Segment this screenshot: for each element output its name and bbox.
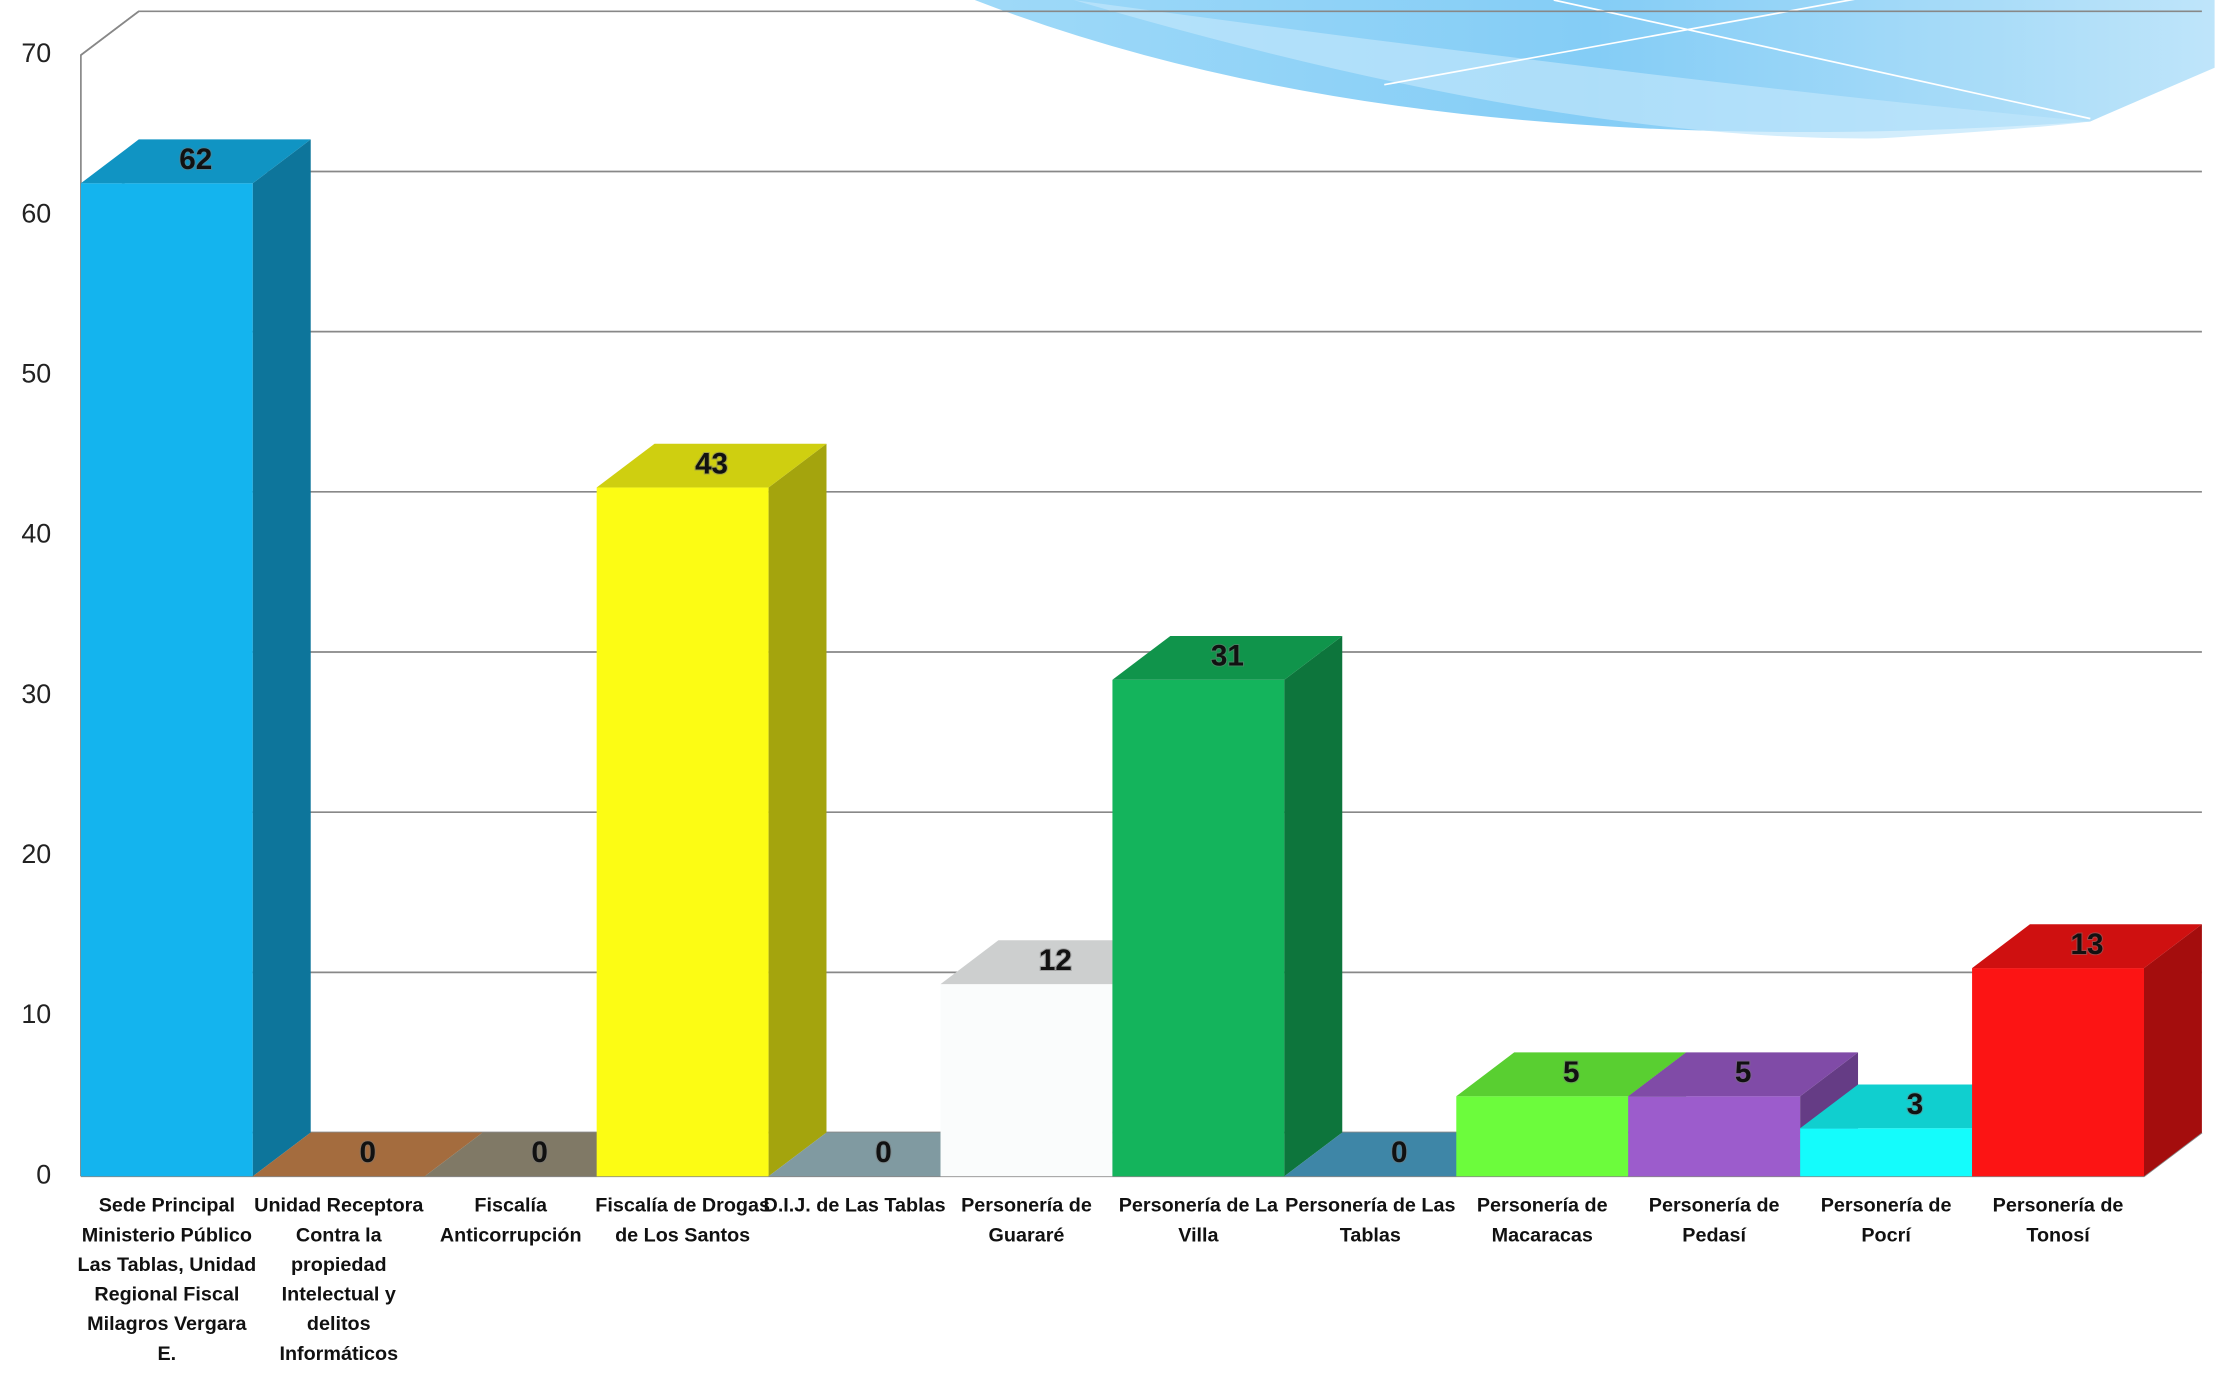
data-label: 0	[359, 1136, 376, 1169]
bar-side	[252, 139, 311, 1177]
data-label: 0	[875, 1136, 892, 1169]
grid-line	[80, 330, 2202, 377]
x-tick-label: Personería de Tonosí	[1992, 1193, 2124, 1246]
bar-side	[768, 443, 827, 1177]
x-tick-label-box: Unidad Receptora Contra la propiedad Int…	[254, 1193, 424, 1365]
bar-front	[1628, 1096, 1801, 1177]
x-tick-label-box: Fiscalía Anticorrupción	[439, 1193, 582, 1246]
x-tick-label-box: Personería de Las Tablas	[1285, 1193, 1456, 1246]
bar	[596, 443, 827, 1177]
x-tick-label-box: Personería de La Villa	[1118, 1193, 1279, 1246]
bar-front	[80, 183, 253, 1177]
x-tick-label: Personería de Las Tablas	[1285, 1193, 1456, 1246]
bar-side	[2143, 924, 2202, 1177]
bar	[1628, 1052, 1859, 1177]
bar-front	[1972, 968, 2144, 1177]
bar-front	[1456, 1096, 1629, 1177]
bar-top	[80, 139, 311, 184]
bar-front	[1800, 1128, 1973, 1177]
data-label: 31	[1211, 640, 1244, 673]
y-tick-label: 30	[21, 679, 51, 709]
bar-front	[940, 984, 1113, 1177]
data-label: 62	[179, 143, 212, 176]
bar-top	[1456, 1052, 1687, 1097]
bar-top	[1112, 635, 1343, 680]
bar-side	[1284, 635, 1343, 1177]
data-label: 13	[2070, 928, 2103, 961]
bar-top	[252, 1132, 483, 1177]
x-tick-label-box: Personería de Tonosí	[1992, 1193, 2124, 1246]
y-tick-label: 60	[21, 198, 51, 228]
x-tick-label: Fiscalía Anticorrupción	[439, 1193, 582, 1246]
x-tick-label-box: Fiscalía de Drogas de Los Santos	[595, 1193, 770, 1246]
bar	[1112, 635, 1343, 1177]
x-tick-label-box: Personería de Pocrí	[1820, 1193, 1952, 1246]
bar-front	[596, 487, 769, 1177]
x-tick-label: Personería de Guararé	[961, 1193, 1092, 1246]
data-label: 5	[1563, 1056, 1580, 1089]
data-label: 5	[1735, 1056, 1752, 1089]
x-tick-label: Personería de Macaracas	[1476, 1193, 1608, 1246]
y-tick-label: 20	[21, 839, 51, 869]
y-tick-label: 70	[21, 38, 51, 68]
x-tick-label: Personería de Pedasí	[1648, 1193, 1780, 1246]
decoration	[974, 0, 2215, 139]
bar	[1972, 924, 2202, 1177]
x-tick-label-box: Personería de Pedasí	[1648, 1193, 1780, 1246]
bar-top	[596, 443, 827, 488]
x-tick-label-box: Personería de Macaracas	[1476, 1193, 1608, 1246]
x-tick-label: D.I.J. de Las Tablas	[763, 1193, 946, 1216]
x-tick-label: Personería de Pocrí	[1820, 1193, 1952, 1246]
x-tick-label-box: Sede Principal Ministerio Público Las Ta…	[77, 1193, 257, 1365]
bar	[80, 139, 311, 1177]
y-tick-label: 10	[21, 999, 51, 1029]
x-tick-label: Sede Principal Ministerio Público Las Ta…	[77, 1193, 257, 1365]
x-tick-label-box: Personería de Guararé	[961, 1193, 1092, 1246]
y-tick-label: 50	[21, 359, 51, 389]
grid-line	[80, 170, 2202, 216]
data-label: 3	[1907, 1088, 1924, 1121]
bar-top	[1972, 924, 2202, 969]
x-tick-label: Unidad Receptora Contra la propiedad Int…	[254, 1193, 424, 1365]
y-tick-label: 40	[21, 519, 51, 549]
data-label: 43	[695, 447, 728, 480]
data-label: 0	[531, 1136, 548, 1169]
x-tick-label: Fiscalía de Drogas de Los Santos	[595, 1193, 770, 1246]
data-label: 12	[1039, 944, 1072, 977]
grid-line	[80, 10, 2202, 56]
x-tick-label-box: D.I.J. de Las Tablas	[763, 1193, 946, 1216]
grid-line	[80, 490, 2202, 537]
bar-front	[1112, 679, 1285, 1177]
data-label: 0	[1391, 1136, 1408, 1169]
x-tick-label: Personería de La Villa	[1118, 1193, 1279, 1246]
y-tick-label: 0	[36, 1159, 51, 1189]
bar	[252, 1132, 483, 1177]
bar-top	[1628, 1052, 1859, 1097]
